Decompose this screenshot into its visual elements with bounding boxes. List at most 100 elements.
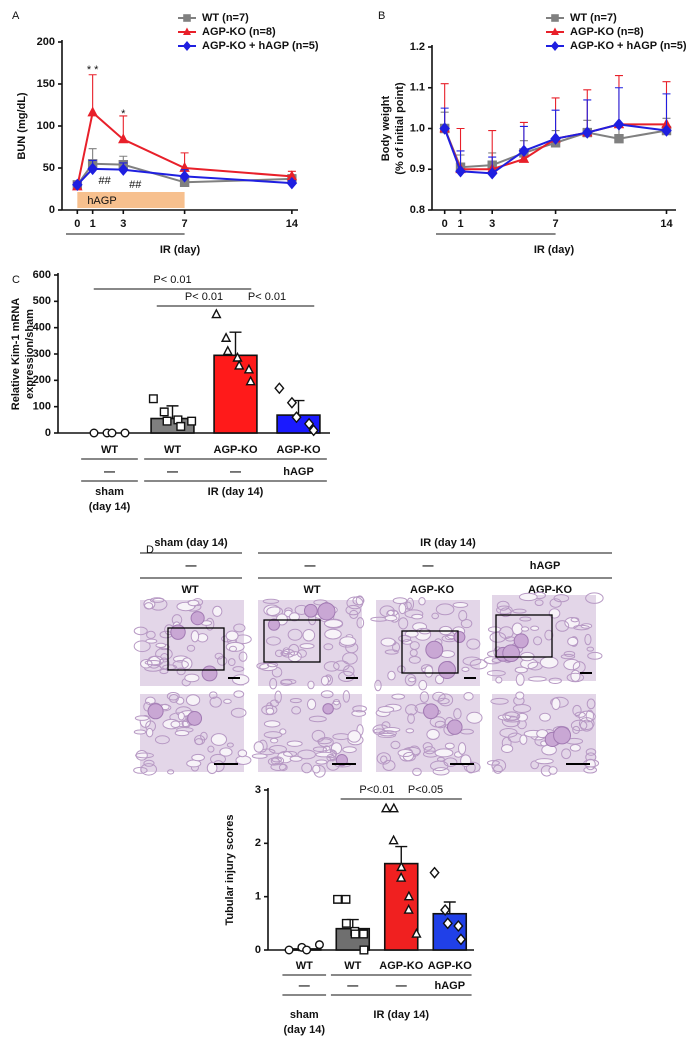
- tubule: [194, 738, 204, 746]
- glomerulus: [423, 703, 439, 720]
- data-point: [518, 144, 530, 158]
- y-axis-label: (% of initial point): [394, 82, 406, 175]
- glomerulus: [322, 703, 334, 715]
- x-tick-label: WT: [296, 960, 313, 972]
- tubule: [434, 748, 454, 758]
- tubule: [143, 759, 155, 767]
- y-axis-label: Body weight: [380, 95, 392, 161]
- data-point: [661, 124, 672, 137]
- tubule: [307, 680, 315, 690]
- tubule: [585, 709, 595, 723]
- group-label: (day 14): [89, 501, 131, 513]
- data-point: [314, 940, 324, 950]
- panel-letter: C: [12, 274, 20, 286]
- tubule: [332, 698, 341, 706]
- glomerulus: [303, 603, 318, 618]
- tubule: [534, 599, 544, 606]
- tubule: [233, 690, 245, 698]
- tubule: [283, 750, 298, 757]
- data-point: [308, 424, 319, 437]
- tubule: [345, 604, 361, 616]
- tubule: [422, 742, 433, 751]
- data-point: [148, 394, 158, 404]
- genotype-label: AGP-KO: [528, 584, 572, 596]
- tubule: [145, 638, 158, 644]
- tubule: [572, 725, 581, 734]
- group-label: sham (day 14): [154, 537, 228, 549]
- tubule: [519, 734, 528, 745]
- legend-marker: [182, 41, 192, 51]
- tubule: [457, 742, 467, 755]
- tubule: [312, 746, 327, 752]
- tubule: [265, 707, 275, 715]
- y-tick-label: 0.8: [410, 204, 425, 216]
- data-point: [396, 861, 407, 872]
- inset-box: [263, 619, 321, 663]
- tubule: [437, 697, 450, 705]
- y-tick-label: 0: [45, 427, 51, 439]
- data-point: [333, 894, 343, 904]
- tubule: [404, 673, 417, 687]
- tubule: [489, 631, 507, 643]
- tubule: [209, 696, 222, 708]
- data-point: [222, 345, 233, 356]
- tubule: [380, 637, 396, 647]
- y-axis-label: BUN (mg/dL): [16, 92, 28, 160]
- data-point: [614, 133, 624, 144]
- tubule: [493, 764, 503, 774]
- glomerulus: [438, 661, 457, 679]
- comparison-label: P<0.05: [408, 784, 443, 796]
- treatment-label: hAGP: [87, 195, 116, 207]
- tubule: [352, 705, 367, 713]
- group-label: IR (day 14): [373, 1009, 429, 1021]
- data-point: [176, 421, 186, 431]
- y-axis-label: expression/sham: [24, 309, 36, 399]
- y-tick-label: 200: [33, 374, 51, 386]
- data-point: [107, 428, 117, 438]
- tubule: [266, 606, 284, 617]
- panel-letter: A: [12, 10, 20, 22]
- data-point: [486, 167, 498, 180]
- data-point: [118, 133, 129, 144]
- legend-marker: [183, 27, 191, 36]
- data-point: [89, 428, 99, 438]
- tubule: [495, 676, 503, 684]
- data-point: [211, 308, 222, 319]
- data-point: [234, 359, 245, 370]
- tubule: [549, 598, 562, 608]
- tubule: [133, 729, 147, 735]
- tubule: [391, 693, 406, 700]
- tubule: [573, 624, 590, 631]
- glomerulus: [267, 618, 281, 631]
- tubule: [519, 592, 538, 602]
- tubule: [569, 744, 581, 752]
- error-bar: [88, 74, 97, 113]
- tubule: [135, 750, 148, 761]
- genotype-label: WT: [303, 584, 320, 596]
- tubule: [146, 655, 161, 669]
- annotation: *: [121, 108, 126, 120]
- y-tick-label: 100: [37, 120, 55, 132]
- tubule: [133, 766, 148, 774]
- y-tick-label: 0: [49, 204, 55, 216]
- tubule: [210, 733, 228, 746]
- tubule: [274, 649, 284, 658]
- tubule: [184, 673, 200, 683]
- tubule: [374, 679, 382, 692]
- tubule: [190, 630, 200, 643]
- tubule: [504, 711, 520, 721]
- y-axis-label: Tubular injury scores: [224, 814, 236, 925]
- tubule: [338, 670, 355, 683]
- inset-box: [495, 614, 553, 658]
- x-axis-label: IR (day): [160, 244, 201, 256]
- tubule: [253, 741, 264, 753]
- tubule: [411, 613, 424, 620]
- series-line: [443, 123, 667, 175]
- legend-marker: [551, 14, 559, 22]
- tubule: [279, 728, 287, 735]
- tubule: [570, 617, 580, 623]
- panel-letter: B: [378, 10, 385, 22]
- data-point: [453, 919, 464, 933]
- data-point: [302, 945, 312, 955]
